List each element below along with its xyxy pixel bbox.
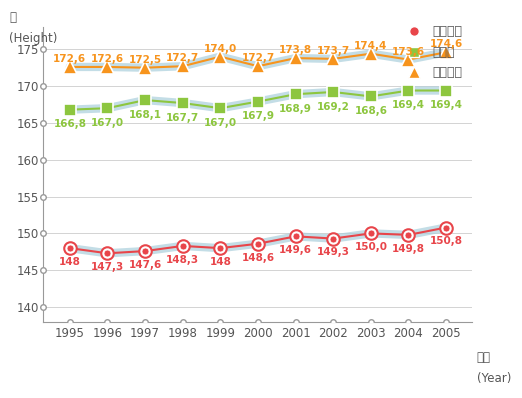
Text: 173,6: 173,6 <box>392 47 425 57</box>
Text: 168,6: 168,6 <box>354 106 387 116</box>
Text: 147,3: 147,3 <box>91 262 124 272</box>
Text: 연도: 연도 <box>477 351 491 364</box>
Text: 148,6: 148,6 <box>241 253 275 263</box>
Text: 172,5: 172,5 <box>128 55 162 65</box>
Text: 172,6: 172,6 <box>91 54 124 64</box>
Text: 148,3: 148,3 <box>166 255 199 265</box>
Text: 148: 148 <box>209 257 231 267</box>
Text: 172,7: 172,7 <box>241 53 275 63</box>
Text: 169,4: 169,4 <box>392 100 425 110</box>
Text: 169,4: 169,4 <box>430 100 462 110</box>
Text: (Height): (Height) <box>9 32 57 45</box>
Text: 키: 키 <box>9 11 16 24</box>
Text: 147,6: 147,6 <box>128 260 162 270</box>
Text: 168,1: 168,1 <box>128 110 162 120</box>
Text: 167,9: 167,9 <box>242 111 275 121</box>
Text: 150,0: 150,0 <box>354 242 387 252</box>
Text: 148: 148 <box>59 257 81 267</box>
Text: 172,7: 172,7 <box>166 53 199 63</box>
Text: 173,7: 173,7 <box>317 46 350 56</box>
Text: 167,0: 167,0 <box>204 118 237 128</box>
Text: 149,8: 149,8 <box>392 244 425 254</box>
Legend: 초등학교, 중학교, 고등학교: 초등학교, 중학교, 고등학교 <box>397 21 466 83</box>
Text: (Year): (Year) <box>477 372 511 385</box>
Text: 149,3: 149,3 <box>317 248 350 258</box>
Text: 174,4: 174,4 <box>354 41 387 51</box>
Text: 174,0: 174,0 <box>204 44 237 54</box>
Text: 172,6: 172,6 <box>53 54 86 64</box>
Text: 169,2: 169,2 <box>317 101 350 111</box>
Text: 173,8: 173,8 <box>279 45 312 55</box>
Text: 168,9: 168,9 <box>279 104 312 114</box>
Text: 149,6: 149,6 <box>279 245 312 255</box>
Text: 167,0: 167,0 <box>91 118 124 128</box>
Text: 150,8: 150,8 <box>430 236 462 246</box>
Text: 167,7: 167,7 <box>166 113 199 123</box>
Text: 174,6: 174,6 <box>430 39 462 49</box>
Text: 166,8: 166,8 <box>53 119 86 129</box>
